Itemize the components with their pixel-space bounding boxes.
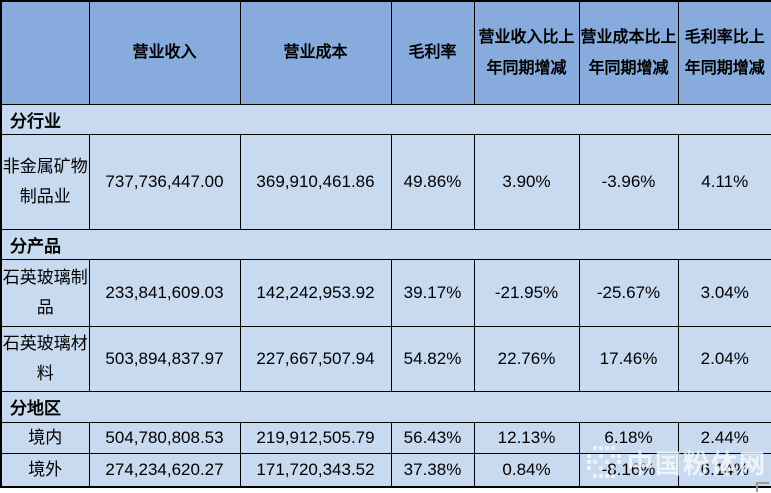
cell-margin-yoy: 6.14% bbox=[677, 452, 771, 488]
cell-gross-margin: 49.86% bbox=[390, 134, 475, 230]
table-header-row: 营业收入 营业成本 毛利率 营业收入比上年同期增减 营业成本比上年同期增减 毛利… bbox=[0, 0, 771, 105]
cell-revenue-yoy: 3.90% bbox=[473, 134, 580, 230]
row-label: 境外 bbox=[0, 452, 90, 488]
cell-cost-yoy: 6.18% bbox=[578, 421, 679, 454]
section-row-by-industry: 分行业 bbox=[0, 103, 771, 136]
table-row: 境外 274,234,620.27 171,720,343.52 37.38% … bbox=[0, 452, 771, 488]
cell-gross-margin: 54.82% bbox=[390, 326, 475, 393]
cell-revenue: 233,841,609.03 bbox=[88, 259, 241, 328]
cell-cost-yoy: -8.16% bbox=[578, 452, 679, 488]
cell-cost-yoy: -25.67% bbox=[578, 259, 679, 328]
cell-cost: 171,720,343.52 bbox=[239, 452, 392, 488]
cell-cost-yoy: 17.46% bbox=[578, 326, 679, 393]
section-label: 分地区 bbox=[0, 391, 771, 423]
cell-gross-margin: 56.43% bbox=[390, 421, 475, 454]
cell-revenue-yoy: 12.13% bbox=[473, 421, 580, 454]
row-label: 非金属矿物制品业 bbox=[0, 134, 90, 230]
col-header-blank bbox=[0, 0, 90, 105]
col-header-revenue-yoy: 营业收入比上年同期增减 bbox=[473, 0, 580, 105]
table-row: 非金属矿物制品业 737,736,447.00 369,910,461.86 4… bbox=[0, 134, 771, 230]
cell-cost: 142,242,953.92 bbox=[239, 259, 392, 328]
table-row: 石英玻璃材料 503,894,837.97 227,667,507.94 54.… bbox=[0, 326, 771, 393]
col-header-margin-yoy: 毛利率比上年同期增减 bbox=[677, 0, 771, 105]
cell-revenue-yoy: 0.84% bbox=[473, 452, 580, 488]
cell-margin-yoy: 2.04% bbox=[677, 326, 771, 393]
cell-cost: 227,667,507.94 bbox=[239, 326, 392, 393]
cell-revenue: 503,894,837.97 bbox=[88, 326, 241, 393]
col-header-cost: 营业成本 bbox=[239, 0, 392, 105]
cell-gross-margin: 37.38% bbox=[390, 452, 475, 488]
cell-gross-margin: 39.17% bbox=[390, 259, 475, 328]
col-header-gross-margin: 毛利率 bbox=[390, 0, 475, 105]
table-row: 境内 504,780,808.53 219,912,505.79 56.43% … bbox=[0, 421, 771, 454]
cell-revenue-yoy: -21.95% bbox=[473, 259, 580, 328]
corner-artifact bbox=[756, 482, 769, 492]
cell-revenue: 504,780,808.53 bbox=[88, 421, 241, 454]
cell-cost-yoy: -3.96% bbox=[578, 134, 679, 230]
cell-cost: 219,912,505.79 bbox=[239, 421, 392, 454]
table-row: 石英玻璃制品 233,841,609.03 142,242,953.92 39.… bbox=[0, 259, 771, 328]
cell-margin-yoy: 2.44% bbox=[677, 421, 771, 454]
cell-margin-yoy: 4.11% bbox=[677, 134, 771, 230]
cell-revenue: 737,736,447.00 bbox=[88, 134, 241, 230]
col-header-revenue: 营业收入 bbox=[88, 0, 241, 105]
cell-revenue: 274,234,620.27 bbox=[88, 452, 241, 488]
section-label: 分产品 bbox=[0, 228, 771, 261]
cell-cost: 369,910,461.86 bbox=[239, 134, 392, 230]
col-header-cost-yoy: 营业成本比上年同期增减 bbox=[578, 0, 679, 105]
cell-revenue-yoy: 22.76% bbox=[473, 326, 580, 393]
row-label: 石英玻璃制品 bbox=[0, 259, 90, 328]
section-label: 分行业 bbox=[0, 103, 771, 136]
section-row-by-product: 分产品 bbox=[0, 228, 771, 261]
section-row-by-region: 分地区 bbox=[0, 391, 771, 423]
row-label: 石英玻璃材料 bbox=[0, 326, 90, 393]
cell-margin-yoy: 3.04% bbox=[677, 259, 771, 328]
row-label: 境内 bbox=[0, 421, 90, 454]
